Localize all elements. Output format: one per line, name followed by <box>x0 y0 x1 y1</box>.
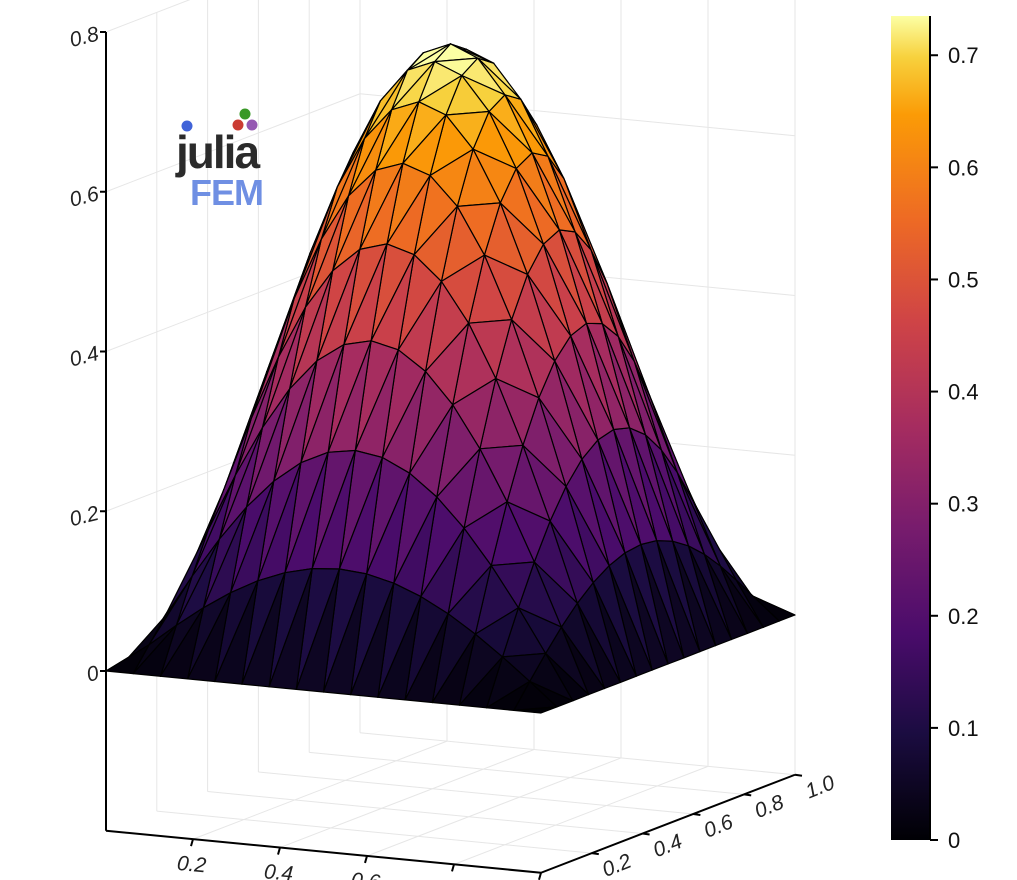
y-tick-label: 0.6 <box>701 810 737 842</box>
y-tick-label: 0.4 <box>650 830 686 862</box>
mesh-triangle <box>377 595 422 701</box>
mesh-triangle <box>322 573 368 696</box>
z-tick-label: 0.8 <box>67 22 101 51</box>
x-tick-label: 0.8 <box>437 877 468 880</box>
y-tick-mark <box>794 773 803 777</box>
x-tick-mark <box>190 838 194 847</box>
z-tick-label: 0.6 <box>67 182 101 211</box>
x-tick-mark <box>538 872 542 880</box>
colorbar-tick-label: 0.4 <box>948 380 979 405</box>
mesh-triangle <box>513 706 558 714</box>
y-tick-label: 0.8 <box>751 791 787 823</box>
wall-grid-line <box>105 93 361 193</box>
floor-grid-line <box>359 732 796 776</box>
logo-dot-red <box>232 119 244 131</box>
x-tick-mark <box>364 855 368 864</box>
floor-grid-line <box>258 771 694 815</box>
colorbar-gradient <box>891 16 930 840</box>
floor-grid-line <box>207 791 643 835</box>
colorbar-tick-label: 0.3 <box>948 492 979 517</box>
mesh-triangle <box>241 572 286 688</box>
y-tick-mark <box>591 852 599 856</box>
colorbar-tick-label: 0.1 <box>948 716 979 741</box>
logo-text-julia: julia <box>175 126 260 178</box>
mesh-triangle <box>214 580 259 685</box>
logo-text-fem: FEM <box>190 172 263 213</box>
surface-mesh <box>105 43 796 714</box>
mesh-triangle <box>132 624 177 677</box>
wall-grid-line <box>105 0 191 33</box>
floor-grid-line <box>192 740 448 840</box>
y-axis-line <box>540 773 796 874</box>
logo-dot-blue <box>181 120 193 132</box>
x-tick-label: 0.6 <box>350 869 381 880</box>
mesh-triangle <box>486 680 531 712</box>
colorbar-tick-label: 0.6 <box>948 155 979 180</box>
mesh-triangle <box>187 592 232 683</box>
mesh-triangle <box>159 607 204 680</box>
y-tick-label: 0.2 <box>599 849 635 880</box>
mesh-triangle <box>268 567 313 691</box>
floor-grid-line <box>309 751 745 795</box>
z-tick-label: 0 <box>84 661 101 686</box>
floor-grid-line <box>366 757 622 857</box>
z-tick-label: 0.2 <box>67 502 101 531</box>
y-tick-mark <box>744 793 752 797</box>
floor-grid-line <box>279 749 535 849</box>
colorbar-tick-label: 0.2 <box>948 604 979 629</box>
colorbar-tick-label: 0.7 <box>948 43 979 68</box>
colorbar-tick-label: 0 <box>948 828 960 853</box>
mesh-triangle <box>458 656 504 709</box>
axes <box>105 32 796 874</box>
y-tick-mark <box>693 812 701 816</box>
x-tick-mark <box>451 864 455 872</box>
floor-grid-line <box>156 810 592 854</box>
logo-dot-purple <box>246 119 258 131</box>
y-tick-mark <box>642 832 650 836</box>
juliafem-logo: julia FEM <box>175 108 264 213</box>
mesh-triangle <box>431 633 476 706</box>
mesh-triangle <box>350 582 395 698</box>
floor-grid-line <box>453 765 709 865</box>
x-tick-mark <box>277 847 281 855</box>
x-tick-label: 0.2 <box>176 852 207 877</box>
colorbar-tick-label: 0.5 <box>948 267 979 292</box>
x-tick-label: 0.4 <box>263 860 294 880</box>
logo-dot-green <box>239 108 251 120</box>
colorbar: 0 0.1 0.2 0.3 0.4 0.5 0.6 0.7 <box>891 16 979 853</box>
mesh-triangle <box>295 568 340 693</box>
x-axis-line <box>105 829 542 874</box>
mesh-triangle <box>404 613 449 704</box>
y-tick-label: 1.0 <box>802 771 838 803</box>
mesh-triangle <box>105 644 150 675</box>
z-tick-label: 0.4 <box>67 342 101 371</box>
